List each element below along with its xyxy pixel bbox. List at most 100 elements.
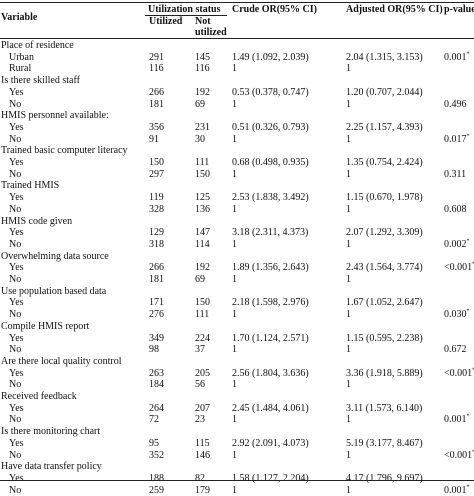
cell-crude-or: 2.53 (1.838, 3.492) [232,192,309,204]
row-label: No [9,203,22,215]
row-label: Yes [9,297,24,309]
cell-crude-or: 1 [232,63,237,75]
cell-utilized: 91 [149,133,159,145]
section-title: Trained basic computer literacy [1,145,128,157]
cell-crude-or: 3.18 (2.311, 4.373) [232,227,309,239]
row-label: Yes [9,332,24,344]
significance-mark: * [466,484,470,491]
section-title: Received feedback [1,391,77,402]
cell-crude-or: 1 [232,344,237,356]
cell-not-utilized: 192 [195,262,210,274]
row-label: Yes [9,367,24,379]
cell-not-utilized: 205 [195,367,210,379]
header-not-utilized-line2: utilized [195,27,227,38]
cell-not-utilized: 114 [195,238,210,250]
cell-p-value: 0.002* [444,239,470,250]
header-utilized: Utilized [149,16,183,27]
cell-crude-or: 1 [232,414,237,426]
row-label: Yes [9,262,24,274]
cell-not-utilized: 82 [195,472,205,484]
section-title: Overwhelming data source [1,250,109,262]
cell-utilized: 266 [149,262,164,274]
p-value-text: 0.001 [444,51,467,63]
cell-not-utilized: 150 [195,297,210,309]
cell-utilized: 264 [149,402,164,414]
row-label: Yes [9,121,24,133]
cell-crude-or: 0.68 (0.498, 0.935) [232,157,309,168]
cell-crude-or: 2.18 (1.598, 2.976) [232,297,309,309]
cell-utilized: 263 [149,367,164,379]
row-label: No [9,484,22,496]
cell-utilized: 95 [149,437,159,449]
cell-utilized: 181 [149,98,164,110]
cell-adjusted-or: 1 [346,133,351,145]
significance-mark: * [466,51,470,58]
cell-not-utilized: 69 [195,274,205,285]
cell-crude-or: 1 [232,274,237,285]
cell-utilized: 116 [149,63,164,75]
cell-p-value: 0.608 [444,204,467,215]
row-label: No [9,309,22,321]
p-value-text: 0.672 [444,344,467,356]
cell-not-utilized: 150 [195,168,210,180]
table-top-rule [0,2,474,3]
cell-adjusted-or: 1 [346,309,351,321]
p-value-text: 0.608 [444,203,467,215]
cell-adjusted-or: 1 [346,63,351,75]
cell-p-value: 0.311 [444,169,466,180]
cell-utilized: 276 [149,309,164,321]
section-title: HMIS code given [1,215,73,227]
header-bottom-rule [0,38,474,39]
cell-utilized: 266 [149,86,164,98]
cell-not-utilized: 147 [195,227,210,239]
row-label: No [9,379,22,391]
cell-not-utilized: 111 [195,157,210,168]
cell-adjusted-or: 1.15 (0.595, 2.238) [346,332,423,344]
row-label: Yes [9,437,24,449]
row-label: No [9,274,22,285]
cell-p-value: 0.017* [444,133,470,144]
cell-adjusted-or: 1 [346,203,351,215]
significance-mark: * [466,133,470,140]
significance-mark: * [466,238,470,245]
cell-crude-or: 1.49 (1.092, 2.039) [232,51,309,63]
cell-utilized: 356 [149,121,164,133]
cell-p-value: <0.001* [444,449,474,460]
cell-utilized: 184 [149,379,164,391]
cell-adjusted-or: 1 [346,449,351,461]
cell-not-utilized: 231 [195,121,210,133]
cell-adjusted-or: 1 [346,168,351,180]
header-crude-or: Crude OR(95% CI) [232,4,317,15]
cell-utilized: 181 [149,274,164,285]
p-value-text: 0.311 [444,168,467,180]
utilization-status-underline [145,15,227,16]
row-label: Urban [9,51,34,63]
cell-adjusted-or: 4.17 (1.796, 9.697) [346,472,423,484]
cell-not-utilized: 192 [195,86,210,98]
cell-crude-or: 1 [232,379,237,391]
p-value-text: <0.001 [444,367,473,379]
cell-utilized: 119 [149,192,164,204]
cell-adjusted-or: 3.36 (1.918, 5.889) [346,367,423,379]
cell-crude-or: 2.56 (1.804, 3.636) [232,367,309,379]
cell-utilized: 349 [149,332,164,344]
section-title: HMIS personnel available: [1,110,109,122]
p-value-text: 0.496 [444,98,467,110]
cell-adjusted-or: 1 [346,344,351,356]
cell-crude-or: 2.45 (1.484, 4.061) [232,402,309,414]
cell-not-utilized: 136 [195,203,210,215]
header-utilization-status: Utilization status [148,4,221,15]
p-value-text: 0.001 [444,414,467,426]
cell-adjusted-or: 1.35 (0.754, 2.424) [346,157,423,168]
cell-utilized: 129 [149,227,164,239]
cell-adjusted-or: 1.20 (0.707, 2.044) [346,86,423,98]
section-title: Trained HMIS [1,180,60,192]
cell-not-utilized: 115 [195,437,210,449]
cell-adjusted-or: 3.11 (1.573, 6.140) [346,402,423,414]
cell-utilized: 291 [149,51,164,63]
cell-crude-or: 0.51 (0.326, 0.793) [232,121,309,133]
section-title: Place of residence [1,40,74,51]
section-title: Have data transfer policy [1,461,102,473]
cell-not-utilized: 207 [195,402,210,414]
row-label: No [9,168,22,180]
